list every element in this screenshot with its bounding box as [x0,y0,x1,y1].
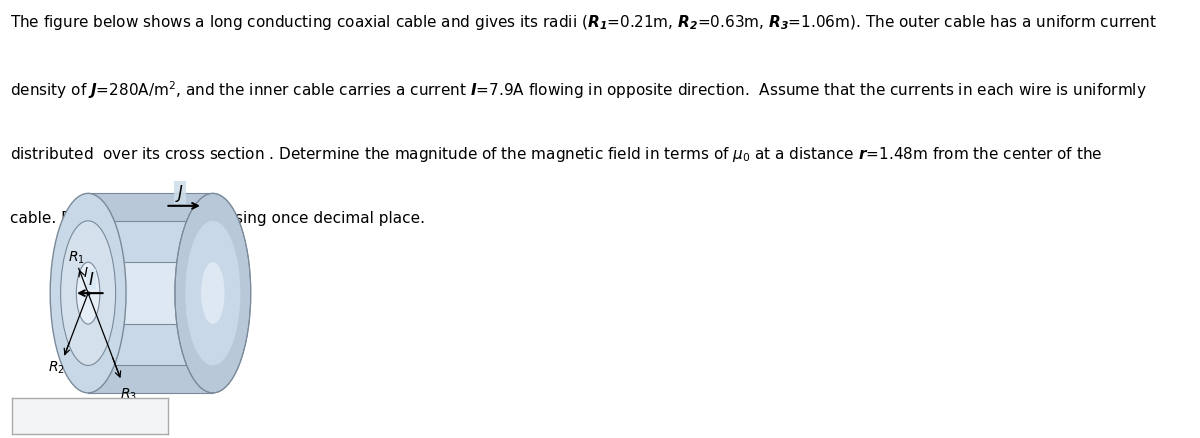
Text: $J$: $J$ [175,183,185,203]
Text: density of $\bfit{J}$=280A/m$^2$, and the inner cable carries a current $\bfit{I: density of $\bfit{J}$=280A/m$^2$, and th… [10,79,1146,100]
Ellipse shape [61,221,115,366]
Ellipse shape [202,263,224,324]
Bar [88,221,212,366]
Ellipse shape [175,194,251,393]
Bar [88,263,212,324]
Text: $R_2$: $R_2$ [48,359,65,375]
Text: $R_3$: $R_3$ [120,386,137,403]
Text: The figure below shows a long conducting coaxial cable and gives its radii ($\bf: The figure below shows a long conducting… [10,13,1157,32]
Bar [88,194,212,393]
Text: $R_1$: $R_1$ [67,249,84,265]
Text: $I$: $I$ [84,265,89,279]
Text: distributed  over its cross section . Determine the magnitude of the magnetic fi: distributed over its cross section . Det… [10,145,1102,163]
Text: $I$: $I$ [88,271,95,289]
Text: cable. Express your answer using once decimal place.: cable. Express your answer using once de… [10,210,425,225]
Ellipse shape [185,221,240,366]
Ellipse shape [50,194,126,393]
Ellipse shape [77,263,100,324]
